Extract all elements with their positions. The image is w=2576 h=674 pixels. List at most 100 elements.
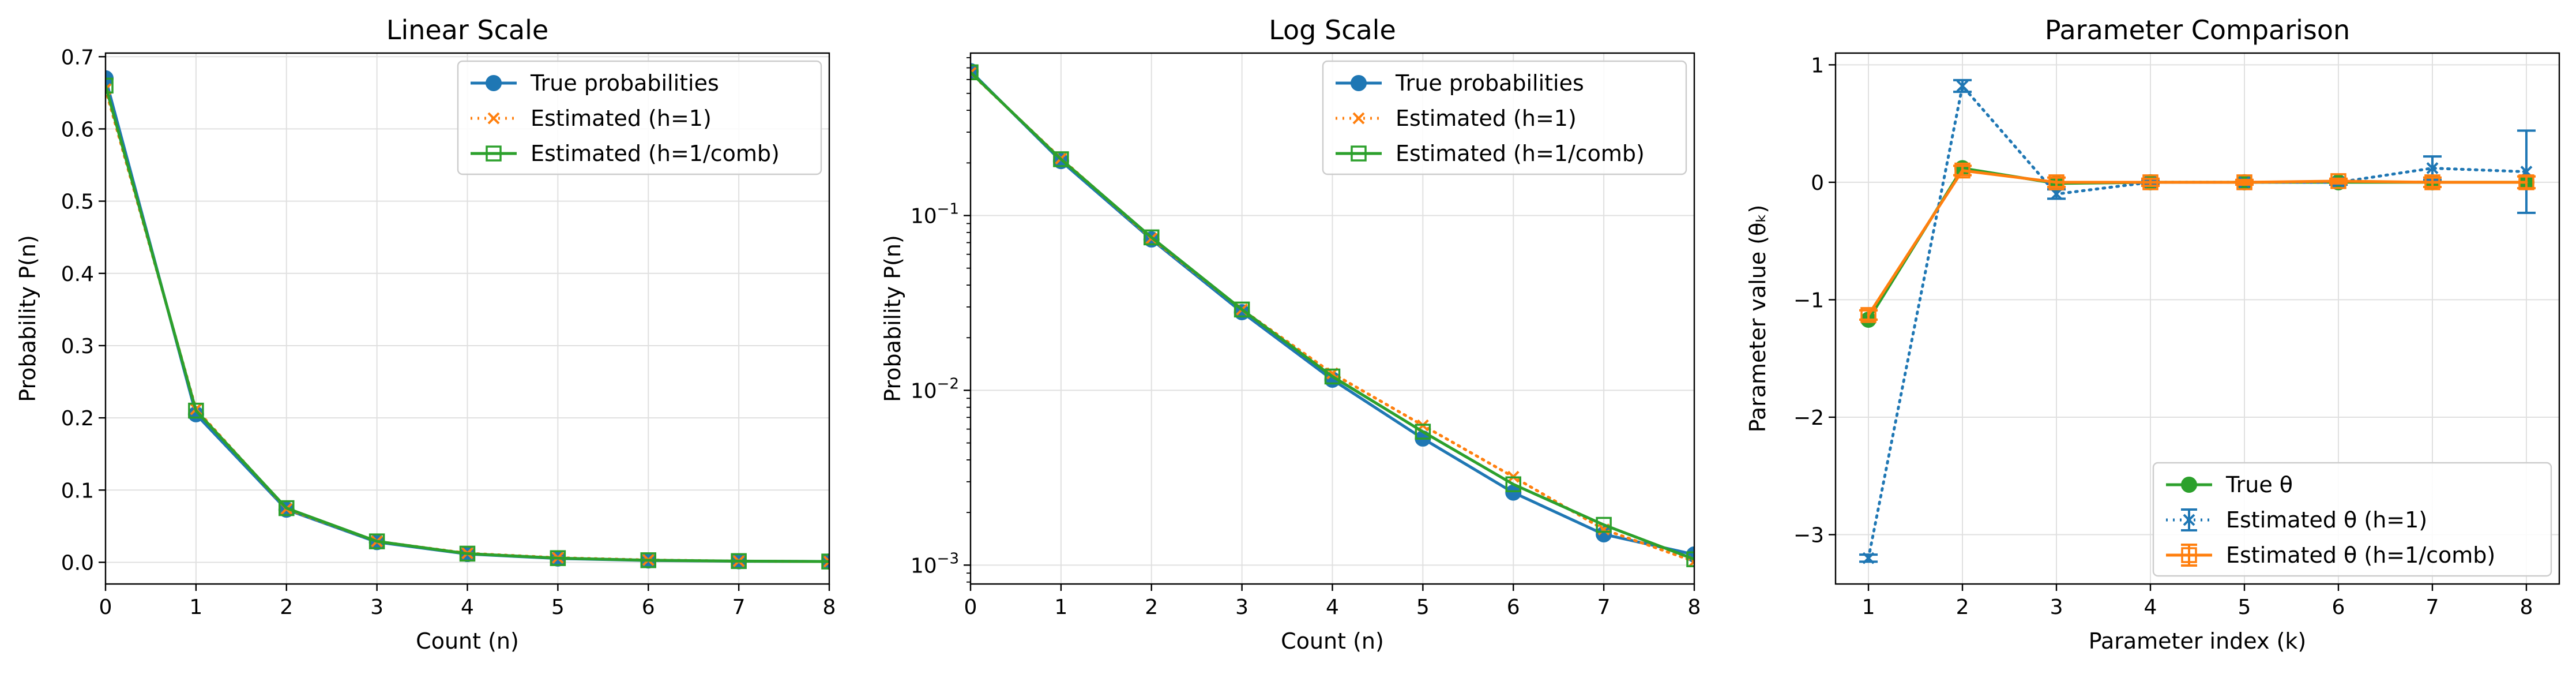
log-scale-panel: 0 1 2 3 4 5 6 7 8 10−3 10−2 10−1 Log Scale Count (n) P…	[880, 14, 1701, 654]
x-tick-label: 5	[1416, 596, 1430, 619]
legend-entry: Estimated (h=1)	[471, 106, 712, 131]
y-tick-label: 0.2	[61, 407, 94, 430]
data-point	[550, 550, 566, 566]
series-line	[1867, 166, 2528, 321]
legend-marker	[1352, 112, 1365, 125]
data-point	[2426, 162, 2439, 174]
y-tick-label: −2	[1793, 406, 1824, 430]
y-tick-label: 0.3	[61, 335, 94, 358]
y-axis-label: Parameter value (θₖ)	[1745, 205, 1770, 433]
legend-label: True probabilities	[530, 70, 719, 96]
legend: True probabilities Estimated (h=1) Estimat…	[457, 60, 822, 175]
y-tick-label: 0.5	[61, 190, 94, 214]
y-tick-label: 1	[1811, 54, 1824, 77]
legend-entry: True probabilities	[471, 70, 719, 96]
data-point	[368, 533, 385, 549]
data-point	[823, 555, 829, 568]
data-point	[2424, 174, 2440, 190]
x-tick-label: 4	[461, 596, 474, 619]
data-point	[971, 64, 979, 81]
y-tick-label: 0.0	[61, 551, 94, 575]
x-tick-label: 7	[2426, 596, 2439, 619]
plot-frame	[104, 52, 830, 585]
y-tick-label: −3	[1793, 524, 1824, 548]
y-tick-label: 10−2	[911, 375, 959, 403]
x-axis-label: Parameter index (k)	[2089, 628, 2306, 654]
x-tick-label: 8	[823, 596, 836, 619]
legend-marker	[2181, 547, 2197, 563]
x-tick-label: 0	[99, 596, 112, 619]
data-point	[821, 553, 829, 570]
y-axis-label: Probability P(n)	[880, 235, 905, 402]
legend-label: Estimated (h=1)	[1396, 106, 1577, 131]
series-layer	[106, 70, 829, 570]
data-point	[1860, 307, 1876, 323]
series-layer	[971, 63, 1694, 568]
x-tick-label: 2	[1956, 596, 1969, 619]
data-point	[1686, 551, 1694, 567]
series-line	[106, 84, 829, 563]
legend-marker	[1351, 145, 1367, 162]
legend-entry: Estimated (h=1/comb)	[1336, 141, 1645, 166]
data-point	[2518, 174, 2534, 190]
chart-title: Log Scale	[1269, 14, 1396, 46]
y-axis-label: Probability P(n)	[15, 235, 40, 402]
data-point	[1144, 229, 1160, 246]
x-tick-label: 5	[551, 596, 565, 619]
data-point	[1956, 80, 1969, 92]
data-point	[731, 553, 747, 570]
x-tick-label: 4	[1326, 596, 1339, 619]
y-tick-label: 0.4	[61, 263, 94, 286]
data-point	[1505, 476, 1521, 493]
legend-label: True θ	[2225, 472, 2293, 497]
x-tick-label: 4	[2144, 596, 2157, 619]
x-tick-label: 1	[189, 596, 202, 619]
legend-marker	[486, 145, 502, 162]
series-line	[1867, 84, 2528, 560]
legend-entry: Estimated (h=1/comb)	[471, 141, 780, 166]
chart-title: Linear Scale	[386, 14, 548, 46]
legend-entry: True probabilities	[1336, 70, 1584, 96]
legend-label: Estimated (h=1)	[531, 106, 712, 131]
legend-label: Estimated (h=1/comb)	[1396, 141, 1645, 166]
data-point	[1862, 552, 1875, 564]
parameter-comparison-panel: 1 2 3 4 5 6 7 8 −3 −2 −1 0 1 Parameter Comparison Para…	[1745, 14, 2560, 654]
data-point	[2050, 188, 2063, 200]
data-point	[1954, 162, 1970, 179]
data-point	[2048, 174, 2064, 190]
legend-box	[457, 60, 822, 175]
x-tick-label: 7	[1597, 596, 1611, 619]
series-line	[971, 70, 1694, 561]
data-point	[2236, 174, 2252, 190]
data-point	[1596, 516, 1612, 533]
legend-label: Estimated θ (h=1/comb)	[2226, 542, 2495, 568]
x-tick-label: 3	[1235, 596, 1248, 619]
y-tick-label: 0.7	[61, 46, 94, 69]
y-tick-label: 10−1	[911, 201, 959, 229]
data-point	[1324, 368, 1341, 385]
x-tick-label: 1	[1862, 596, 1875, 619]
data-point	[106, 77, 114, 94]
data-point	[279, 500, 295, 516]
legend-marker	[2183, 514, 2195, 526]
series-layer	[1859, 78, 2536, 564]
data-point	[1234, 301, 1250, 318]
x-tick-label: 2	[280, 596, 293, 619]
legend-marker	[486, 75, 502, 91]
legend-box	[2152, 462, 2552, 577]
plot-frame	[969, 52, 1695, 585]
legend-marker	[2181, 477, 2197, 493]
x-tick-label: 8	[2520, 596, 2533, 619]
legend-marker	[1351, 75, 1367, 91]
x-tick-label: 2	[1145, 596, 1158, 619]
legend-marker	[487, 112, 500, 125]
y-tick-label: 0.6	[61, 118, 94, 141]
legend-label: True probabilities	[1395, 70, 1584, 96]
x-tick-label: 5	[2238, 596, 2251, 619]
y-tick-label: −1	[1793, 289, 1824, 312]
legend-entry: Estimated (h=1)	[1336, 106, 1577, 131]
legend-entry: Estimated θ (h=1)	[2166, 507, 2427, 533]
legend-entry: True θ	[2166, 472, 2293, 497]
chart-title: Parameter Comparison	[2045, 14, 2350, 46]
